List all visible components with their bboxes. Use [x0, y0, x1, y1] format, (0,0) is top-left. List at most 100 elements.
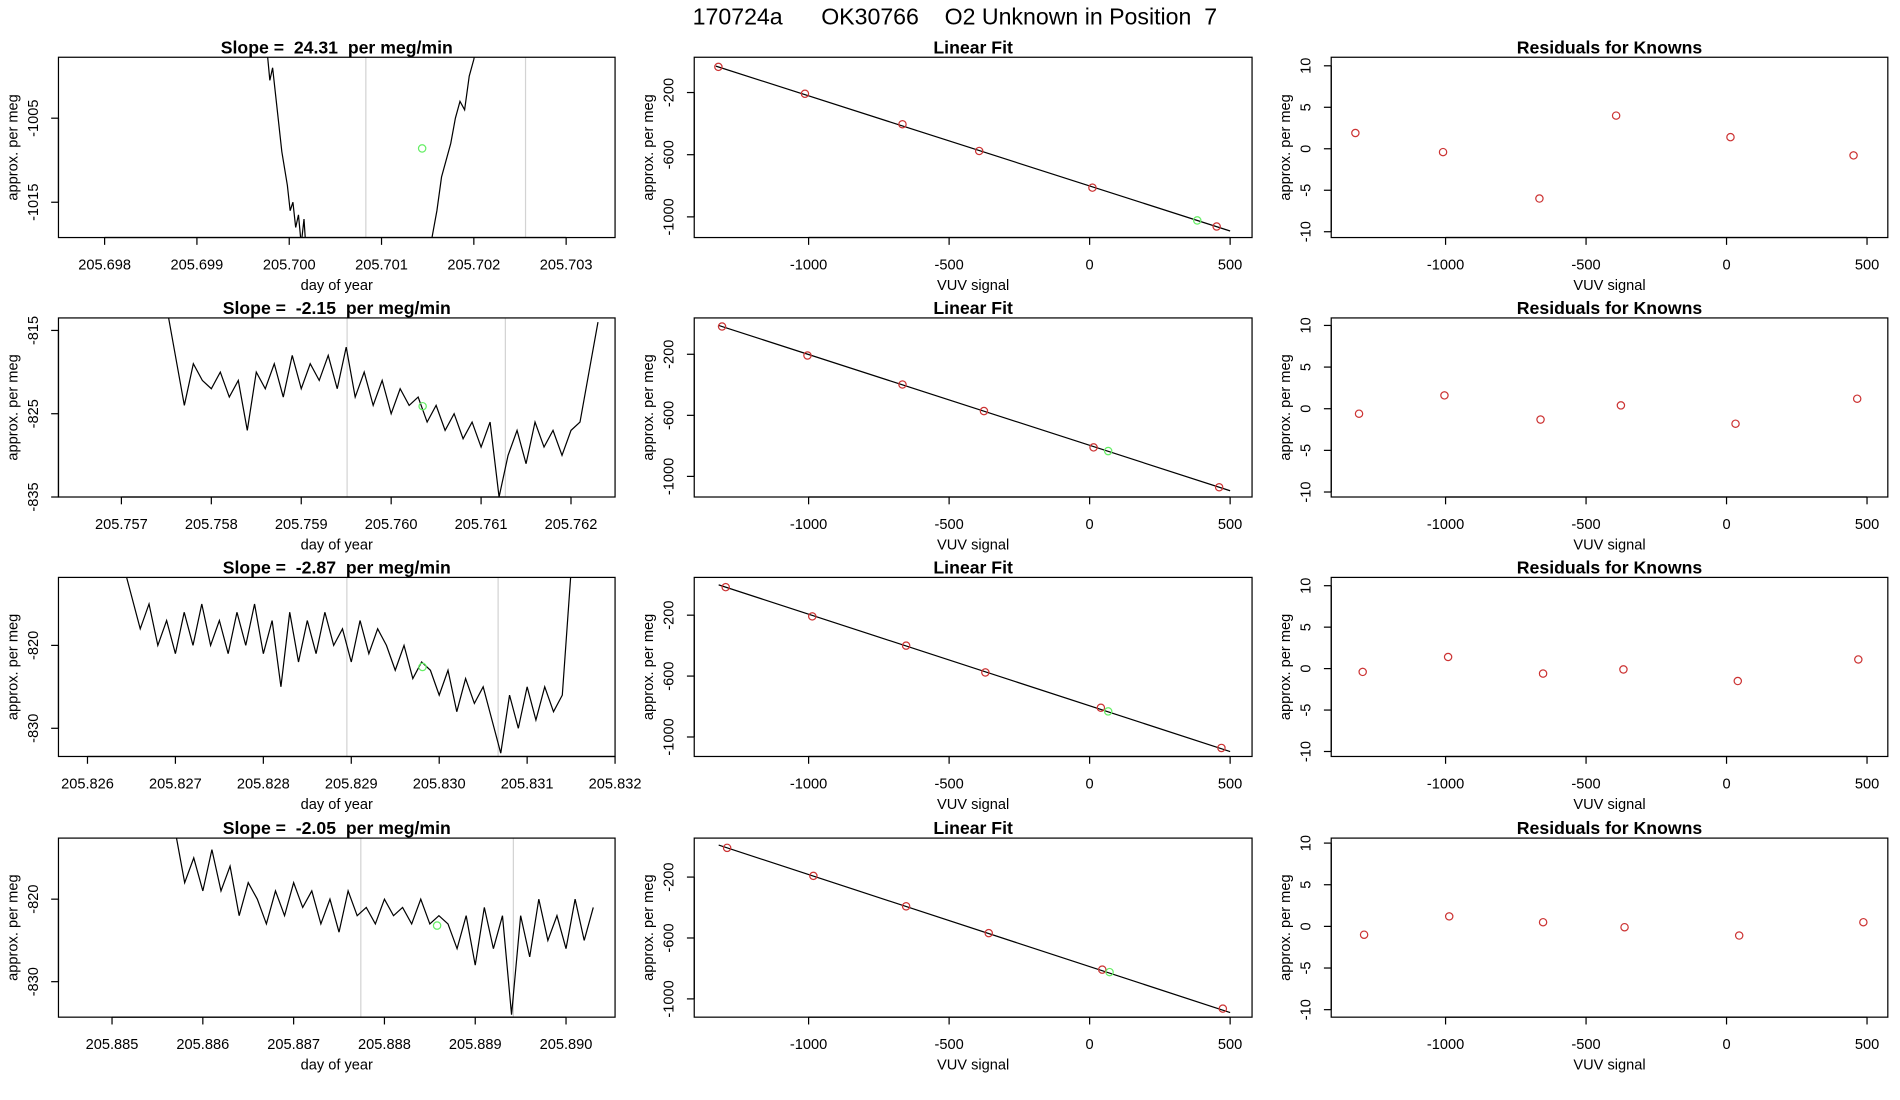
- point: [901, 902, 911, 911]
- chart-title: Slope = -2.15 per meg/min: [223, 298, 451, 318]
- point: [714, 62, 723, 72]
- x-tick-label: 0: [1086, 257, 1094, 273]
- y-tick-label: -1015: [26, 184, 42, 221]
- y-tick-label: -10: [1299, 221, 1315, 242]
- x-tick-label: 205.758: [185, 517, 238, 533]
- x-axis-label: VUV signal: [1573, 538, 1645, 554]
- chart-title: Residuals for Knowns: [1517, 558, 1703, 578]
- point: [981, 668, 990, 677]
- plot-area: [714, 62, 1231, 232]
- y-tick-label: -835: [26, 482, 42, 511]
- x-tick-label: -500: [1571, 776, 1600, 792]
- plot-area: [1351, 111, 1858, 203]
- x-tick-label: -500: [934, 1037, 963, 1053]
- x-tick-label: 205.831: [501, 776, 554, 792]
- line: [175, 838, 594, 1015]
- x-tick-label: 500: [1855, 257, 1879, 273]
- x-tick-label: 0: [1722, 1037, 1730, 1053]
- point: [1351, 128, 1360, 138]
- x-tick-label: 205.700: [263, 257, 316, 273]
- y-tick-label: 5: [1299, 103, 1315, 111]
- y-tick-label: -825: [26, 399, 42, 428]
- plot-area: [1354, 391, 1862, 428]
- x-axis-label: day of year: [301, 1058, 373, 1074]
- point: [1731, 419, 1740, 428]
- line: [125, 577, 572, 754]
- line: [267, 57, 475, 238]
- x-tick-label: -1000: [790, 776, 827, 792]
- point: [974, 146, 984, 156]
- plot-frame: [1330, 317, 1889, 498]
- plot-area: [717, 322, 1231, 492]
- point: [721, 582, 730, 592]
- y-tick-label: -5: [1299, 962, 1315, 975]
- y-tick-label: 0: [1299, 145, 1315, 153]
- x-tick-label: 500: [1218, 517, 1242, 533]
- x-tick-label: 205.761: [455, 517, 508, 533]
- x-tick-label: 0: [1722, 776, 1730, 792]
- point: [898, 380, 907, 389]
- x-tick-label: -500: [1571, 1037, 1600, 1053]
- point: [1358, 667, 1367, 677]
- point: [1616, 401, 1626, 410]
- point: [432, 921, 442, 930]
- x-tick-label: -500: [934, 776, 963, 792]
- plot-area: [1359, 912, 1868, 940]
- y-tick-label: -10: [1299, 999, 1315, 1020]
- point: [1619, 665, 1628, 674]
- y-axis-label: approx. per meg: [1278, 874, 1294, 980]
- plot-area: [267, 57, 527, 238]
- x-tick-label: -500: [1571, 517, 1600, 533]
- point: [898, 119, 907, 129]
- point: [1854, 655, 1863, 664]
- y-tick-label: -830: [26, 967, 42, 996]
- plot-frame: [57, 56, 616, 239]
- x-tick-label: 205.826: [61, 776, 114, 792]
- y-axis-label: approx. per meg: [641, 614, 657, 720]
- point: [979, 406, 989, 416]
- point: [1105, 967, 1114, 977]
- figure-title: 170724a OK30766 O2 Unknown in Position 7: [693, 3, 1217, 29]
- plot-area: [175, 838, 594, 1018]
- x-tick-label: 205.762: [545, 517, 598, 533]
- x-axis-label: VUV signal: [1573, 797, 1645, 813]
- y-axis-label: approx. per meg: [641, 94, 657, 200]
- point: [717, 322, 727, 331]
- point: [901, 641, 911, 650]
- y-tick-label: -5: [1299, 444, 1315, 457]
- chart-title: Slope = 24.31 per meg/min: [221, 37, 453, 57]
- point: [1212, 222, 1221, 231]
- x-tick-label: -1000: [790, 257, 827, 273]
- point: [1535, 194, 1544, 203]
- y-axis-label: approx. per meg: [1278, 94, 1294, 200]
- y-tick-label: -600: [662, 140, 678, 169]
- x-tick-label: -1000: [790, 517, 827, 533]
- x-tick-label: 205.699: [171, 257, 224, 273]
- line: [718, 844, 1231, 1014]
- y-tick-label: 0: [1299, 922, 1315, 930]
- y-tick-label: -10: [1299, 481, 1315, 502]
- x-axis-label: day of year: [301, 278, 373, 294]
- y-tick-label: 10: [1299, 835, 1315, 851]
- plot-frame: [1330, 837, 1889, 1018]
- point: [1192, 216, 1202, 225]
- y-tick-label: -5: [1299, 704, 1315, 717]
- point: [984, 928, 994, 938]
- y-tick-label: -1000: [662, 198, 678, 235]
- y-tick-label: 10: [1299, 58, 1315, 74]
- chart-title: Residuals for Knowns: [1517, 37, 1703, 57]
- point: [1103, 446, 1113, 456]
- plot-frame: [57, 317, 616, 498]
- point: [1849, 151, 1858, 160]
- plot-frame: [693, 56, 1253, 239]
- x-tick-label: 205.759: [275, 517, 328, 533]
- x-tick-label: -1000: [1427, 1037, 1464, 1053]
- x-tick-label: 500: [1855, 776, 1879, 792]
- y-tick-label: -600: [662, 661, 678, 690]
- y-tick-label: -600: [662, 401, 678, 430]
- plot-frame: [57, 837, 616, 1018]
- y-tick-label: 0: [1299, 665, 1315, 673]
- x-tick-label: -500: [934, 257, 963, 273]
- x-tick-label: 205.832: [589, 776, 642, 792]
